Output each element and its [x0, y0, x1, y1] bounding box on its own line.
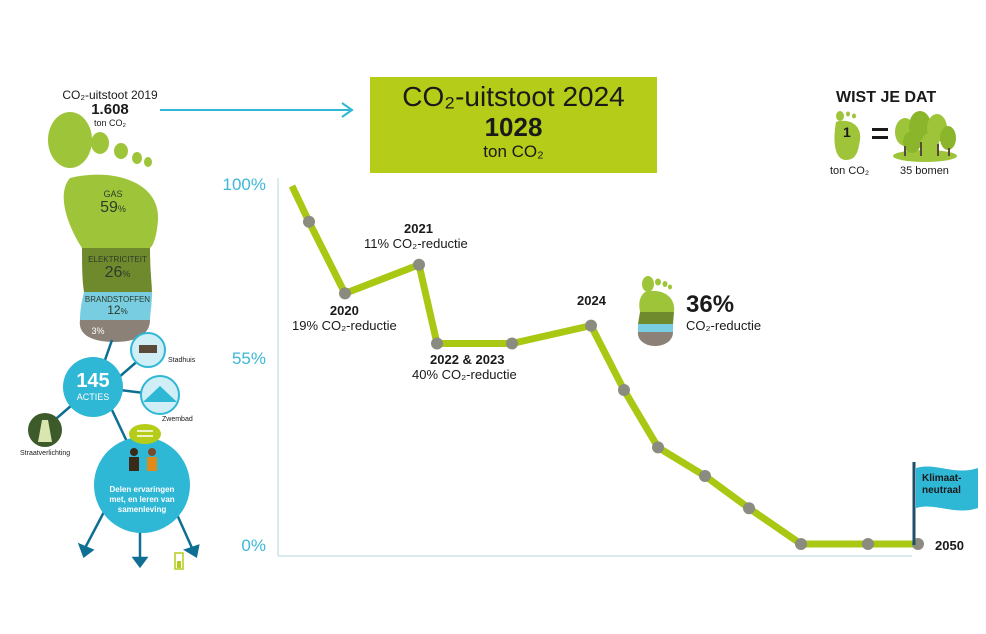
annotation-2024: 2024 [577, 293, 606, 308]
gas-pct: % [117, 204, 126, 214]
total-reduction: 36% CO₂-reductie [686, 291, 762, 334]
annotation-2022-text: 40% CO₂-reductie [412, 367, 517, 382]
data-point-marker [618, 384, 630, 397]
data-point-marker [303, 215, 315, 228]
data-point-marker [413, 258, 425, 271]
wist-right-caption: 35 bomen [900, 165, 949, 177]
chat-bubble-icon [129, 424, 161, 444]
annotation-2021-year: 2021 [404, 221, 433, 236]
banner-unit: ton CO₂ [483, 142, 544, 161]
y-tick-55: 55% [231, 349, 266, 368]
fuel-pct: % [120, 307, 128, 316]
gas-label: GAS [103, 189, 123, 199]
data-point-marker [743, 502, 755, 515]
actions-block: 145 ACTIES [63, 370, 123, 402]
zwembad-label: Zwembad [162, 416, 193, 423]
marker-group [303, 215, 924, 550]
battery-icon [174, 552, 184, 570]
series-line-group [288, 184, 918, 548]
annotation-2021: 2021 11% CO₂-reductie [364, 221, 468, 251]
straatverlichting-label: Straatverlichting [20, 450, 71, 457]
fuel-segment: BRANDSTOFFEN 12% [80, 295, 155, 318]
co2-2024-banner: CO₂-uitstoot 2024 1028 ton CO₂ [370, 77, 657, 173]
data-point-marker [699, 469, 711, 482]
footprint-icon [48, 112, 159, 342]
actions-value: 145 [76, 370, 110, 392]
fuel-value: 12 [107, 303, 121, 317]
emission-2019-label: CO₂-uitstoot 2019 [62, 88, 158, 102]
annotation-2050: 2050 [935, 538, 964, 553]
annotation-2024-year: 2024 [577, 293, 606, 308]
data-point-marker [795, 538, 807, 550]
annotation-2022-year: 2022 & 2023 [430, 352, 505, 367]
trees-icon [893, 111, 957, 162]
flag-icon [912, 462, 978, 545]
actions-label: ACTIES [76, 392, 110, 402]
people-icon [129, 448, 157, 471]
equals-icon [872, 128, 888, 139]
banner-value: 1028 [484, 112, 543, 142]
data-point-marker [862, 538, 874, 550]
data-point-marker [339, 287, 351, 300]
data-point-marker [585, 319, 597, 332]
annotation-2020-text: 19% CO₂-reductie [292, 318, 397, 333]
community-text: Delen ervaringen met, en leren van samen… [109, 485, 175, 514]
gas-segment: GAS 59% [88, 189, 138, 218]
stadhuis-label: Stadhuis [168, 357, 196, 364]
elec-label: ELEKTRICITEIT [88, 255, 147, 264]
y-tick-0: 0% [241, 536, 266, 555]
emission-2019-unit: ton CO₂ [93, 118, 126, 128]
flag-label: Klimaat-neutraal [922, 473, 962, 496]
annotation-2020: 2020 19% CO₂-reductie [292, 303, 397, 333]
emission-2019-value: 1.608 [91, 101, 129, 118]
annotation-2022-2023: 2022 & 2023 40% CO₂-reductie [412, 352, 517, 382]
elec-value: 26 [104, 264, 123, 281]
data-point-marker [431, 337, 443, 350]
emission-2019-block: CO₂-uitstoot 2019 1.608 ton CO₂ [40, 88, 180, 128]
banner-title: CO₂-uitstoot 2024 [402, 81, 625, 112]
small-footprint-icon [637, 276, 675, 346]
community-circle [94, 437, 190, 533]
other-segment: 3% [91, 326, 105, 336]
elec-pct: % [122, 269, 131, 279]
data-point-marker [652, 441, 664, 454]
series-line [288, 184, 918, 548]
wist-number: 1 [843, 124, 851, 140]
wist-footprint-icon [834, 111, 861, 160]
arrow-icon [160, 102, 354, 118]
fuel-label: BRANDSTOFFEN [84, 295, 151, 304]
wist-left-caption: ton CO₂ [830, 165, 870, 177]
annotation-2021-text: 11% CO₂-reductie [364, 236, 468, 251]
wist-title: WIST JE DAT [836, 89, 937, 106]
total-reduction-label: CO₂-reductie [686, 318, 762, 333]
elec-segment: ELEKTRICITEIT 26% [80, 255, 155, 283]
annotation-2020-year: 2020 [329, 303, 359, 318]
annotation-2050-year: 2050 [935, 538, 964, 553]
gas-value: 59 [100, 199, 118, 216]
total-reduction-value: 36% [686, 291, 735, 318]
data-point-marker [506, 337, 518, 350]
actions-circle [63, 357, 123, 417]
y-tick-100: 100% [222, 175, 266, 194]
